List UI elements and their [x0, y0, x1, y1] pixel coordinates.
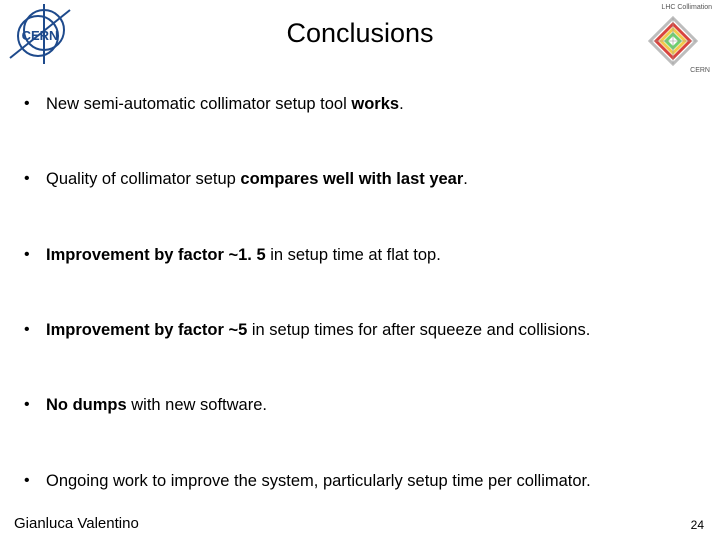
bullet-marker: •: [22, 245, 46, 266]
author-name: Gianluca Valentino: [14, 515, 139, 532]
lhc-diamond-icon: [648, 16, 698, 66]
page-number: 24: [691, 518, 704, 532]
bullet-marker: •: [22, 320, 46, 341]
bullet-item: • No dumps with new software.: [22, 395, 698, 416]
bullet-text: Quality of collimator setup compares wel…: [46, 169, 698, 190]
bullet-marker: •: [22, 471, 46, 492]
bullet-text: Ongoing work to improve the system, part…: [46, 471, 698, 492]
bullet-item: • Improvement by factor ~1. 5 in setup t…: [22, 245, 698, 266]
bullet-item: • New semi-automatic collimator setup to…: [22, 94, 698, 115]
bullet-text: New semi-automatic collimator setup tool…: [46, 94, 698, 115]
bullet-item: • Quality of collimator setup compares w…: [22, 169, 698, 190]
bullet-list: • New semi-automatic collimator setup to…: [22, 94, 698, 492]
slide-title: Conclusions: [0, 18, 720, 49]
bullet-marker: •: [22, 395, 46, 416]
bullet-text: Improvement by factor ~1. 5 in setup tim…: [46, 245, 698, 266]
lhc-logo-bottom-caption: CERN: [690, 67, 710, 74]
slide-header: CERN Conclusions LHC Collimation CERN: [0, 0, 720, 68]
bullet-text: Improvement by factor ~5 in setup times …: [46, 320, 698, 341]
lhc-logo-top-caption: LHC Collimation: [661, 4, 712, 11]
bullet-marker: •: [22, 169, 46, 190]
bullet-marker: •: [22, 94, 46, 115]
bullet-item: • Ongoing work to improve the system, pa…: [22, 471, 698, 492]
slide-footer: Gianluca Valentino 24: [0, 510, 720, 532]
bullet-text: No dumps with new software.: [46, 395, 698, 416]
lhc-collimation-logo: LHC Collimation CERN: [634, 2, 712, 74]
bullet-item: • Improvement by factor ~5 in setup time…: [22, 320, 698, 341]
